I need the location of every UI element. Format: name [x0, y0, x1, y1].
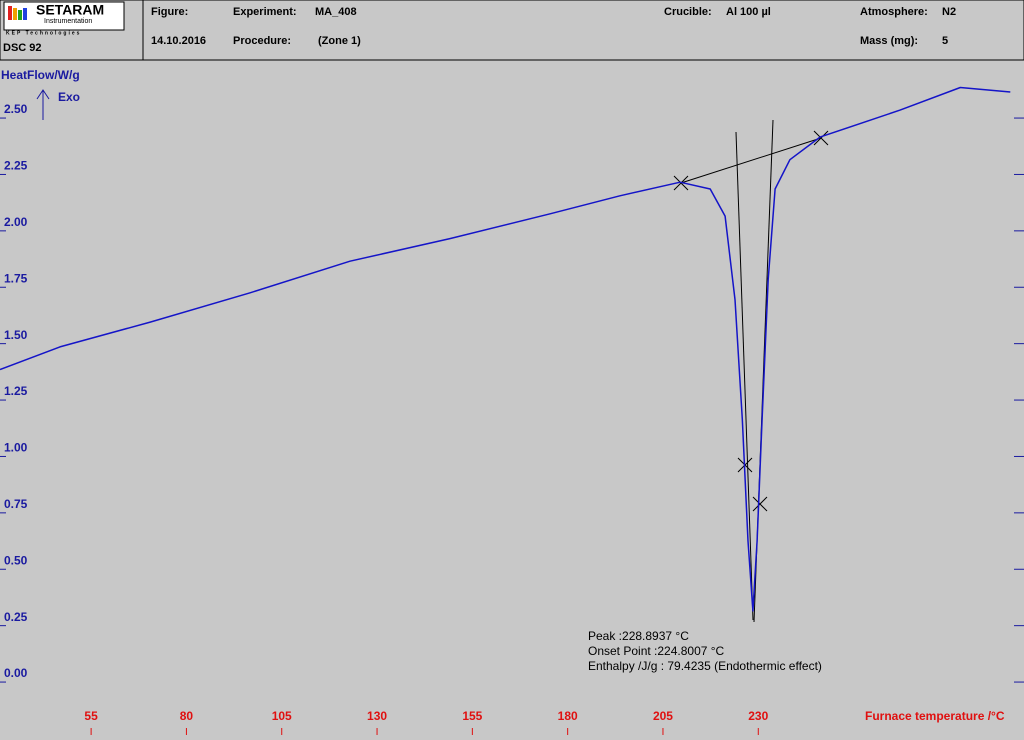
y-tick-label: 0.00: [4, 666, 28, 680]
y-tick-label: 0.50: [4, 553, 28, 567]
marker: [813, 130, 829, 146]
y-tick-label: 0.25: [4, 610, 28, 624]
marker: [752, 496, 768, 512]
annotation: Peak :228.8937 °C: [588, 629, 689, 643]
logo-bar: [13, 8, 17, 20]
annotation: Enthalpy /J/g : 79.4235 (Endothermic eff…: [588, 659, 822, 673]
x-tick-label: 205: [653, 709, 673, 723]
baseline-tangent: [680, 137, 822, 184]
logo-sub: Instrumentation: [44, 18, 92, 25]
label: Crucible:: [664, 6, 712, 18]
label: Mass (mg):: [860, 35, 918, 47]
x-tick-label: 155: [462, 709, 482, 723]
x-tick-label: 80: [180, 709, 194, 723]
value: MA_408: [315, 6, 357, 18]
value: 5: [942, 35, 948, 47]
y-tick-label: 1.25: [4, 384, 28, 398]
value: 14.10.2016: [151, 35, 206, 47]
y-tick-label: 2.00: [4, 215, 28, 229]
onset-tangent: [735, 131, 754, 621]
y-tick-label: 2.50: [4, 102, 28, 116]
label: Figure:: [151, 6, 188, 18]
value: (Zone 1): [318, 35, 361, 47]
label: Procedure:: [233, 35, 291, 47]
y-axis-label: HeatFlow/W/g: [1, 68, 80, 82]
instrument: DSC 92: [3, 42, 42, 54]
x-tick-label: 230: [748, 709, 768, 723]
plot: HeatFlow/W/g Exo Furnace temperature /°C…: [0, 68, 1024, 735]
tangents: [673, 119, 829, 623]
x-tick-label: 55: [84, 709, 98, 723]
logo-sub2: KEP Technologies: [6, 30, 81, 36]
y-tick-label: 1.00: [4, 441, 28, 455]
label: Experiment:: [233, 6, 297, 18]
exo-arrow-head: [36, 89, 50, 100]
header: SETARAM Instrumentation KEP Technologies…: [0, 0, 1024, 61]
y-tick-label: 2.25: [4, 159, 28, 173]
x-tick-label: 130: [367, 709, 387, 723]
exo-label: Exo: [58, 90, 80, 104]
y-tick-label: 1.50: [4, 328, 28, 342]
annotation: Onset Point :224.8007 °C: [588, 644, 725, 658]
y-tick-label: 0.75: [4, 497, 28, 511]
x-tick-label: 105: [272, 709, 292, 723]
logo-bar: [23, 8, 27, 20]
x-axis-label: Furnace temperature /°C: [865, 709, 1005, 723]
value: Al 100 µl: [726, 6, 771, 18]
logo-bar: [8, 6, 12, 20]
data-line: [0, 86, 1011, 612]
x-tick-label: 180: [558, 709, 578, 723]
label: Atmosphere:: [860, 6, 928, 18]
y-tick-label: 1.75: [4, 271, 28, 285]
header-box: [0, 0, 1024, 61]
value: N2: [942, 6, 956, 18]
logo: SETARAM: [36, 2, 104, 18]
logo-bar: [18, 10, 22, 20]
